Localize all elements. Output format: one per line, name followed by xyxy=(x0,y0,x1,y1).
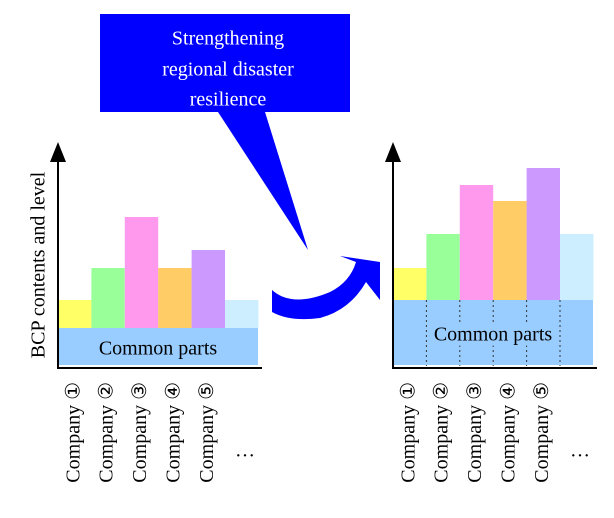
label-bg xyxy=(431,323,555,346)
callout-text: regional disaster xyxy=(162,59,294,81)
common-label: Common parts xyxy=(434,324,553,346)
callout-text: Strengthening xyxy=(172,28,284,50)
company-label: Company ② xyxy=(96,382,118,483)
bar xyxy=(225,300,259,328)
company-label: Company ⑤ xyxy=(196,382,218,483)
bar xyxy=(493,201,527,300)
ellipsis: … xyxy=(235,440,255,462)
bar xyxy=(58,300,92,328)
company-label: Company ① xyxy=(62,382,84,483)
ellipsis: … xyxy=(570,440,590,462)
company-label: Company ③ xyxy=(464,382,486,483)
company-label: Company ④ xyxy=(497,382,519,483)
callout-text: resilience xyxy=(190,89,267,111)
bar xyxy=(426,234,460,300)
callout-box xyxy=(100,14,350,250)
bar xyxy=(191,250,225,328)
bar xyxy=(91,268,125,328)
company-label: Company ② xyxy=(431,382,453,483)
common-band xyxy=(58,328,258,365)
transition-arrow xyxy=(272,256,380,320)
company-label: Company ① xyxy=(397,382,419,483)
company-label: Company ④ xyxy=(162,382,184,483)
company-label: Company ③ xyxy=(129,382,151,483)
bar xyxy=(560,234,594,300)
bar xyxy=(459,185,494,300)
common-label: Common parts xyxy=(99,338,218,360)
y-axis-label: BCP contents and level xyxy=(28,171,50,358)
company-label: Company ⑤ xyxy=(531,382,553,483)
bar xyxy=(124,217,159,328)
bar xyxy=(393,268,427,300)
bar xyxy=(526,168,560,300)
bar xyxy=(158,268,192,328)
